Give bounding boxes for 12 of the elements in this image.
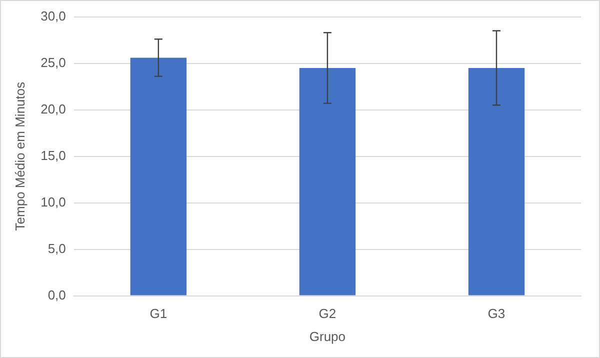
y-tick-label: 20,0 — [40, 101, 66, 116]
y-axis-title: Tempo Médio em Minutos — [12, 81, 28, 231]
x-tick-label: G3 — [488, 306, 506, 322]
y-tick-label: 5,0 — [48, 240, 66, 256]
y-tick-label: 30,0 — [40, 8, 66, 24]
y-tick-label: 10,0 — [40, 194, 66, 210]
y-tick-label: 25,0 — [40, 54, 66, 70]
y-tick-label: 0,0 — [48, 287, 66, 302]
x-axis-title: Grupo — [309, 328, 346, 344]
x-tick-label: G1 — [150, 306, 168, 322]
y-tick-label: 15,0 — [40, 148, 66, 163]
x-tick-label: G2 — [318, 306, 336, 322]
